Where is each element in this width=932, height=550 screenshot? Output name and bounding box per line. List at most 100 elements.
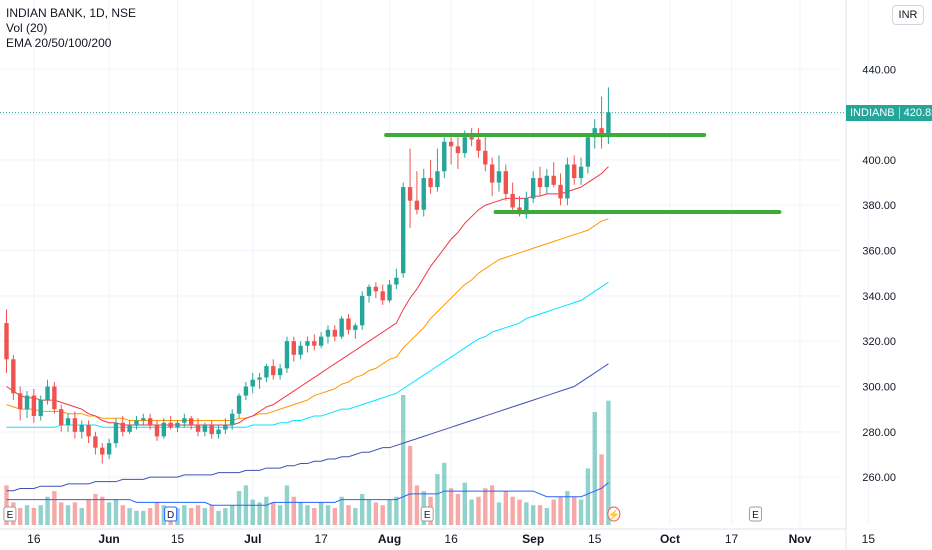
candle-body [544, 175, 550, 188]
volume-bar [127, 508, 132, 525]
last-price-badge: INDIANB 420.85 [846, 105, 932, 121]
candle-body [455, 146, 461, 154]
volume-bar [318, 502, 324, 525]
currency-button[interactable]: INR [892, 5, 924, 25]
volume-bar [250, 499, 255, 525]
volume-bar [230, 505, 235, 525]
volume-bar [578, 499, 584, 525]
candle-body [72, 418, 78, 432]
candle-body [346, 318, 351, 330]
candle-body [120, 422, 125, 432]
volume-bar [161, 505, 167, 525]
candle-body [442, 141, 447, 172]
volume-bar [448, 488, 454, 525]
symbol-title: INDIAN BANK, 1D, NSE [6, 6, 137, 20]
x-tick-label: Oct [660, 532, 680, 546]
volume-bar [551, 499, 556, 525]
candle-body [366, 286, 372, 296]
x-tick-label: 15 [171, 532, 185, 546]
volume-bar [312, 508, 317, 525]
volume-bar [585, 468, 591, 525]
candle-body [188, 418, 194, 426]
candle-body [38, 400, 43, 416]
volume-bar [188, 508, 194, 525]
volume-bar [332, 508, 338, 525]
candle-body [394, 277, 399, 285]
y-tick-label: 340.00 [862, 291, 896, 303]
volume-sma-line [6, 482, 609, 506]
volume-bar [469, 499, 474, 525]
volume-bar [24, 505, 30, 525]
volume-bar [291, 496, 296, 525]
candle-body [31, 395, 37, 416]
candle-body [530, 178, 536, 199]
volume-bar [489, 485, 495, 525]
volume-bar [442, 462, 447, 525]
candle-body [4, 323, 9, 360]
event-marker [420, 506, 434, 522]
volume-bar [45, 496, 50, 525]
ema-indicator-label: EMA 20/50/100/200 [6, 36, 112, 50]
candle-body [277, 368, 283, 376]
volume-bar [414, 485, 420, 525]
candle-body [428, 178, 433, 188]
volume-bar [455, 493, 461, 525]
candle-body [332, 329, 338, 337]
y-tick-label: 360.00 [862, 246, 896, 258]
candle-body [551, 175, 556, 185]
y-tick-label: 300.00 [862, 382, 896, 394]
ema200-line [6, 363, 609, 492]
volume-bar [359, 493, 365, 525]
candle-body [291, 341, 296, 355]
candle-body [86, 425, 91, 437]
volume-bar [79, 508, 84, 525]
x-tick-label: 15 [588, 532, 602, 546]
candle-body [448, 141, 454, 147]
volume-bar [592, 411, 597, 525]
volume-bar [530, 505, 536, 525]
x-tick-label: Aug [378, 532, 401, 546]
candle-body [264, 366, 269, 378]
candle-body [387, 284, 392, 301]
candle-body [407, 187, 413, 201]
volume-bar [65, 505, 71, 525]
volume-bar [366, 499, 372, 525]
candle-body [195, 425, 201, 432]
volume-bar [346, 505, 351, 525]
candle-body [558, 184, 563, 199]
ticker-label: INDIANB [850, 107, 895, 119]
last-price-value: 420.85 [903, 107, 932, 119]
candle-body [134, 420, 139, 426]
volume-bar [216, 510, 221, 525]
volume-bar [558, 496, 563, 525]
volume-bar [387, 499, 392, 525]
chart-legend: INDIAN BANK, 1D, NSE Vol (20) EMA 20/50/… [6, 6, 136, 51]
candle-body [59, 409, 64, 426]
candle-body [537, 178, 543, 188]
ema50-line [6, 218, 609, 421]
candle-body [216, 429, 221, 435]
volume-bar [120, 505, 125, 525]
candle-body [469, 137, 474, 140]
candle-body [510, 193, 515, 208]
candle-body [318, 336, 324, 346]
candle-body [236, 395, 242, 414]
volume-bar [72, 502, 78, 525]
x-tick-label: 17 [725, 532, 739, 546]
event-marker-label: E [7, 510, 14, 521]
volume-bar [154, 502, 160, 525]
candle-body [209, 425, 214, 435]
candle-body [503, 171, 509, 194]
candle-body [127, 425, 132, 432]
candle-body [230, 413, 235, 426]
volume-bar [599, 454, 604, 525]
candle-body [462, 137, 467, 154]
candle-body [565, 164, 570, 199]
candle-body [606, 112, 611, 138]
volume-bar [100, 496, 105, 525]
x-tick-label: 16 [27, 532, 41, 546]
candle-body [359, 295, 365, 326]
volume-bar [31, 508, 37, 525]
volume-bar [325, 505, 331, 525]
